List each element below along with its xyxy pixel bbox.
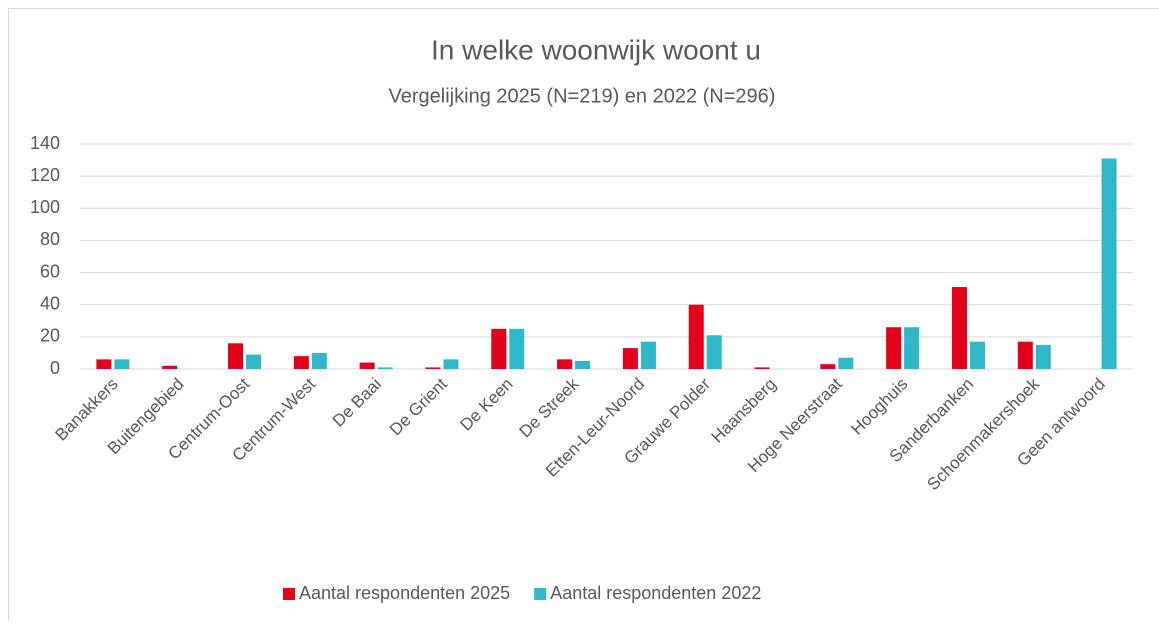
- bar: [312, 353, 327, 369]
- chart-title: In welke woonwijk woont u: [431, 34, 761, 65]
- y-tick-label: 80: [40, 229, 60, 249]
- legend-swatch: [283, 588, 295, 600]
- x-tick-label: Haansberg: [708, 374, 780, 446]
- bar: [294, 356, 309, 369]
- y-tick-label: 120: [30, 165, 60, 185]
- chart-subtitle: Vergelijking 2025 (N=219) en 2022 (N=296…: [389, 85, 776, 107]
- bar: [114, 359, 129, 369]
- bar: [904, 327, 919, 369]
- bar: [952, 287, 967, 369]
- bar: [623, 348, 638, 369]
- x-tick-label: De Baai: [329, 374, 385, 430]
- y-tick-label: 60: [40, 261, 60, 281]
- bar: [162, 366, 177, 369]
- legend-label: Aantal respondenten 2022: [550, 583, 761, 603]
- bar: [491, 329, 506, 369]
- bar: [820, 364, 835, 369]
- x-tick-label: De Grient: [386, 374, 451, 439]
- bar: [970, 342, 985, 369]
- bar: [575, 361, 590, 369]
- bar: [246, 355, 261, 369]
- bar: [557, 359, 572, 369]
- legend-swatch: [534, 588, 546, 600]
- bar: [838, 358, 853, 369]
- bar: [425, 367, 440, 369]
- bar: [509, 329, 524, 369]
- bar: [641, 342, 656, 369]
- bar: [1036, 345, 1051, 369]
- y-tick-label: 20: [40, 326, 60, 346]
- bar: [755, 367, 770, 369]
- x-tick-label: Banakkers: [51, 374, 121, 444]
- x-tick-label: Hooghuis: [847, 374, 911, 438]
- y-tick-label: 100: [30, 197, 60, 217]
- x-tick-label: De Keen: [456, 374, 516, 434]
- bar: [228, 343, 243, 369]
- bar: [1102, 158, 1117, 369]
- x-tick-label: Schoenmakershoek: [923, 374, 1043, 494]
- bar: [886, 327, 901, 369]
- legend-label: Aantal respondenten 2025: [299, 583, 510, 603]
- y-tick-label: 140: [30, 133, 60, 153]
- bar: [1018, 342, 1033, 369]
- y-tick-label: 40: [40, 293, 60, 313]
- x-tick-label: De Streek: [516, 374, 583, 441]
- bar: [96, 359, 111, 369]
- bar: [707, 335, 722, 369]
- bar: [443, 359, 458, 369]
- bar: [378, 367, 393, 369]
- bar: [689, 305, 704, 369]
- bar: [360, 363, 375, 369]
- y-tick-label: 0: [50, 358, 60, 378]
